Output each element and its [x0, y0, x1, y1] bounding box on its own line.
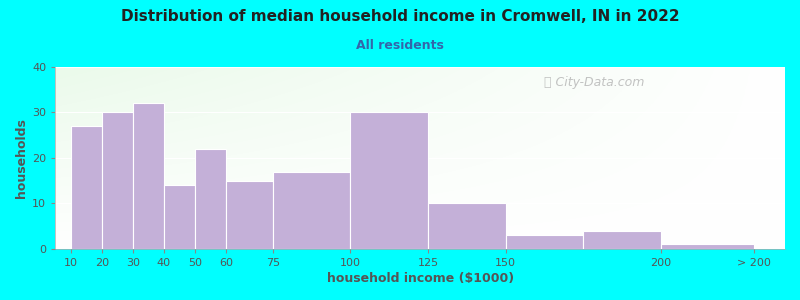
Bar: [226, 181, 273, 249]
Text: ⓘ City-Data.com: ⓘ City-Data.com: [544, 76, 645, 89]
X-axis label: household income ($1000): household income ($1000): [326, 272, 514, 285]
Bar: [273, 172, 350, 249]
Bar: [71, 126, 102, 249]
Text: All residents: All residents: [356, 39, 444, 52]
Bar: [195, 149, 226, 249]
Bar: [661, 244, 754, 249]
Bar: [350, 112, 428, 249]
Text: Distribution of median household income in Cromwell, IN in 2022: Distribution of median household income …: [121, 9, 679, 24]
Bar: [506, 235, 583, 249]
Y-axis label: households: households: [15, 118, 28, 198]
Bar: [102, 112, 133, 249]
Bar: [133, 103, 164, 249]
Bar: [428, 203, 506, 249]
Bar: [583, 231, 661, 249]
Bar: [164, 185, 195, 249]
